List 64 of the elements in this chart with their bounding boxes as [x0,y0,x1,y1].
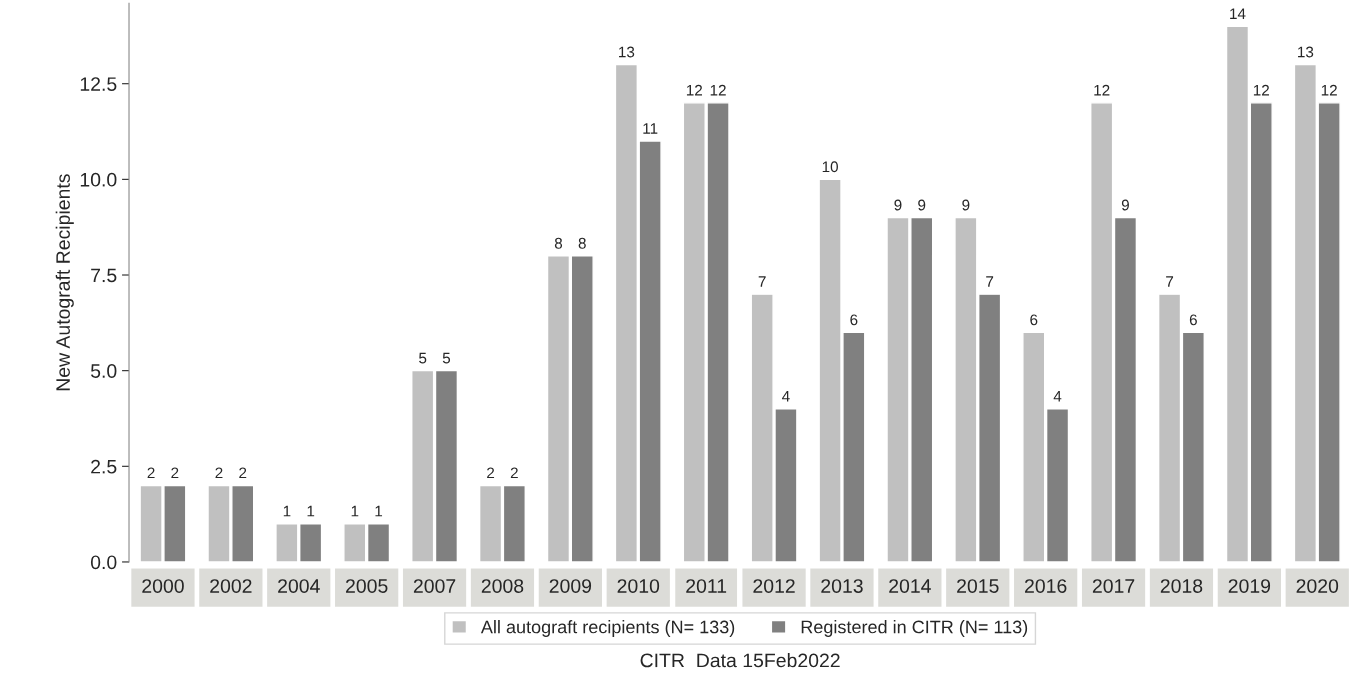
data-label: 10 [822,161,838,173]
y-tick-label: 2.5 [91,459,117,474]
data-label: 1 [375,505,383,517]
x-tick-label: 2008 [481,579,524,593]
x-tick-label: 2019 [1228,579,1271,593]
data-label: 9 [918,199,926,211]
data-label: 9 [894,199,902,211]
data-label: 1 [307,505,315,517]
data-label: 12 [1253,84,1269,96]
data-label: 12 [710,84,726,96]
x-tick-label: 2016 [1025,579,1067,593]
x-tick-label: 2020 [1296,579,1339,593]
x-tick-label: 2014 [889,579,931,593]
x-tick-label: 2009 [549,579,592,593]
data-label: 4 [1053,391,1062,402]
x-tick-label: 2015 [957,579,999,593]
data-label: 7 [1166,276,1174,287]
x-tick-label: 2011 [686,579,727,593]
data-label: 1 [283,505,291,517]
data-label: 6 [1030,314,1038,326]
data-label: 12 [686,84,703,96]
x-tick-label: 2013 [821,579,863,593]
data-label: 1 [351,505,359,517]
y-tick-label: 0.0 [90,555,117,570]
data-label: 9 [962,199,970,211]
data-label: 2 [215,467,223,479]
data-label: 2 [239,467,247,479]
data-label: 11 [643,123,658,134]
data-label: 6 [850,314,858,326]
data-label: 2 [147,467,155,479]
data-label: 7 [986,276,994,287]
data-label: 13 [619,46,635,58]
data-label: 2 [487,467,495,479]
y-tick-label: 10.0 [80,172,117,187]
data-label: 2 [171,467,179,479]
x-tick-label: 2012 [753,579,795,593]
data-label: 12 [1321,84,1337,96]
data-label: 4 [782,391,790,402]
legend-label: All autograft recipients (N= 133) [480,620,735,637]
data-label: 13 [1298,46,1314,58]
x-axis-title: CITR Data 15Feb2022 [640,653,840,668]
data-label: 8 [554,237,563,249]
data-label: 5 [419,352,427,364]
x-tick-label: 2018 [1160,579,1203,593]
x-tick-label: 2007 [413,579,456,593]
y-tick-label: 12.5 [80,77,117,91]
data-label: 12 [1094,84,1110,96]
data-label: 5 [442,352,451,364]
x-tick-label: 2004 [278,579,320,593]
y-tick-label: 7.5 [91,268,117,283]
y-axis-title: New Autograft Recipients [55,174,74,391]
y-tick-label: 5.0 [90,364,117,378]
x-tick-label: 2002 [210,579,252,593]
x-tick-label: 2000 [142,579,184,593]
data-label: 8 [578,237,586,249]
data-label: 14 [1230,8,1246,19]
x-tick-label: 2017 [1092,579,1135,593]
x-tick-label: 2010 [617,579,660,593]
data-label: 6 [1189,314,1197,326]
data-label: 7 [758,276,766,287]
data-label: 2 [510,467,518,479]
legend-label: Registered in CITR (N= 113) [801,620,1028,637]
data-label: 9 [1121,199,1129,211]
x-tick-label: 2005 [346,579,388,593]
